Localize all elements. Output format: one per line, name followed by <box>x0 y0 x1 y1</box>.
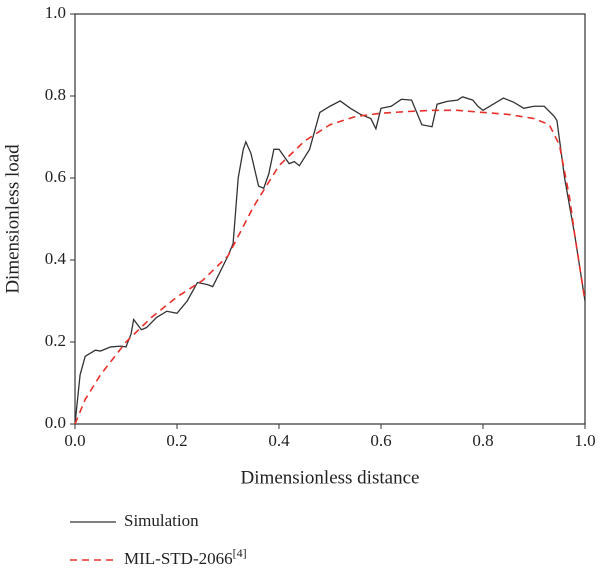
y-tick-label: 0.8 <box>45 85 66 104</box>
x-tick-label: 0.0 <box>64 431 85 450</box>
x-tick-label: 0.8 <box>472 431 493 450</box>
series-line <box>74 109 586 425</box>
y-tick-label: 0.4 <box>45 249 67 268</box>
legend-label: MIL-STD-2066[4] <box>124 546 247 568</box>
x-tick-label: 0.4 <box>268 431 290 450</box>
y-tick-label: 0.2 <box>45 331 66 350</box>
x-tick-label: 0.2 <box>166 431 187 450</box>
y-tick-label: 0.6 <box>45 167 66 186</box>
x-tick-label: 1.0 <box>574 431 595 450</box>
legend-superscript: [4] <box>233 546 247 560</box>
legend-name: MIL-STD-2066 <box>124 549 233 568</box>
y-tick-label: 0.0 <box>45 413 66 432</box>
legend-label: Simulation <box>124 511 199 530</box>
plot-frame <box>74 13 586 425</box>
y-axis-label: Dimensionless load <box>2 144 23 294</box>
y-tick-label: 1.0 <box>45 3 66 22</box>
legend-name: Simulation <box>124 511 199 530</box>
x-axis-label: Dimensionless distance <box>241 467 420 488</box>
x-tick-label: 0.6 <box>370 431 391 450</box>
series-line <box>74 96 586 425</box>
